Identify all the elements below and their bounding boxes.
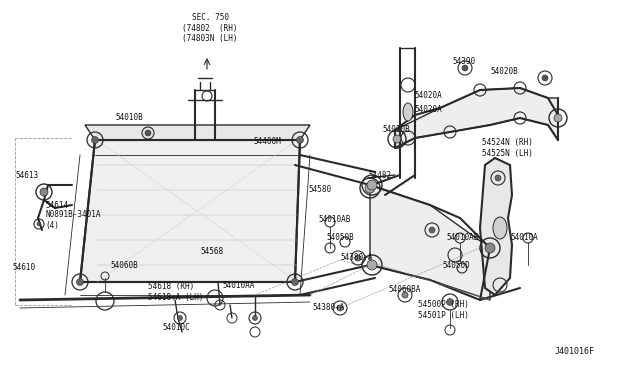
- Text: 54010AB: 54010AB: [446, 234, 478, 243]
- Circle shape: [37, 222, 41, 226]
- Text: 54614: 54614: [45, 201, 68, 209]
- Text: 54020A: 54020A: [414, 90, 442, 99]
- Circle shape: [495, 175, 501, 181]
- Text: 54610: 54610: [12, 263, 35, 273]
- Polygon shape: [370, 185, 490, 300]
- Circle shape: [77, 279, 83, 285]
- Text: 54500P (RH)
54501P (LH): 54500P (RH) 54501P (LH): [418, 300, 469, 320]
- Circle shape: [92, 137, 99, 144]
- Circle shape: [447, 298, 454, 305]
- Circle shape: [365, 183, 375, 193]
- Text: 54380+A: 54380+A: [340, 253, 372, 263]
- Circle shape: [429, 227, 435, 233]
- Text: 54050B: 54050B: [326, 234, 354, 243]
- Circle shape: [291, 279, 298, 285]
- Text: J401016F: J401016F: [555, 347, 595, 356]
- Ellipse shape: [493, 217, 507, 239]
- Text: 54060B: 54060B: [110, 260, 138, 269]
- Circle shape: [337, 305, 343, 311]
- Text: 54060BA: 54060BA: [388, 285, 420, 295]
- Text: 54050D: 54050D: [442, 260, 470, 269]
- Circle shape: [393, 135, 401, 143]
- Text: 54020A: 54020A: [414, 106, 442, 115]
- Polygon shape: [80, 140, 300, 282]
- Text: 54020B: 54020B: [490, 67, 518, 77]
- Text: 54010AB: 54010AB: [318, 215, 350, 224]
- Circle shape: [40, 188, 48, 196]
- Text: 54568: 54568: [200, 247, 223, 257]
- Text: 54010C: 54010C: [162, 324, 189, 333]
- Text: 54390: 54390: [452, 58, 475, 67]
- Text: 54020B: 54020B: [382, 125, 410, 135]
- Text: 54380+A: 54380+A: [312, 304, 344, 312]
- Text: 54010B: 54010B: [115, 113, 143, 122]
- Circle shape: [355, 255, 361, 261]
- Circle shape: [177, 315, 182, 321]
- Text: N0891B-3401A
(4): N0891B-3401A (4): [45, 210, 100, 230]
- Circle shape: [253, 315, 257, 321]
- Circle shape: [485, 243, 495, 253]
- Text: 54613: 54613: [15, 170, 38, 180]
- Polygon shape: [395, 88, 558, 148]
- Circle shape: [296, 137, 303, 144]
- Text: 54580: 54580: [308, 186, 331, 195]
- Circle shape: [402, 292, 408, 298]
- Text: 54010A: 54010A: [510, 234, 538, 243]
- Circle shape: [542, 75, 548, 81]
- Text: 54010AA: 54010AA: [222, 282, 254, 291]
- Circle shape: [554, 114, 562, 122]
- Text: 54400M: 54400M: [253, 138, 281, 147]
- Circle shape: [462, 65, 468, 71]
- Circle shape: [367, 180, 377, 190]
- Polygon shape: [480, 158, 512, 295]
- Text: SEC. 750
(74802  (RH)
(74803N (LH): SEC. 750 (74802 (RH) (74803N (LH): [182, 13, 237, 43]
- Circle shape: [367, 260, 377, 270]
- Text: 54524N (RH)
54525N (LH): 54524N (RH) 54525N (LH): [482, 138, 533, 158]
- Polygon shape: [85, 125, 310, 140]
- Circle shape: [145, 130, 151, 136]
- Text: 54482: 54482: [368, 170, 391, 180]
- Ellipse shape: [403, 103, 413, 121]
- Text: 54618 (RH)
54618+A (LH): 54618 (RH) 54618+A (LH): [148, 282, 204, 302]
